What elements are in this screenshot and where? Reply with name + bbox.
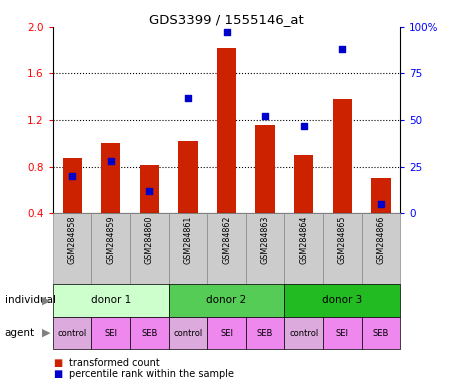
Bar (332, 99, 351, 213)
Bar (168, 317, 207, 349)
Bar (284, 213, 322, 284)
Text: control: control (173, 329, 202, 338)
Bar (168, 284, 284, 317)
Bar (130, 317, 168, 349)
Bar (91, 213, 130, 284)
Text: SEI: SEI (219, 329, 233, 338)
Text: percentile rank within the sample: percentile rank within the sample (69, 369, 234, 379)
Text: SEB: SEB (141, 329, 157, 338)
Bar (284, 284, 399, 317)
Text: GSM284858: GSM284858 (67, 215, 77, 264)
Point (184, 94, 191, 101)
Bar (361, 317, 399, 349)
Text: GSM284865: GSM284865 (337, 215, 346, 264)
Text: GSM284860: GSM284860 (145, 215, 154, 264)
Text: ■: ■ (53, 369, 62, 379)
Text: ▶: ▶ (42, 328, 50, 338)
Text: individual: individual (5, 295, 56, 306)
Bar (207, 213, 245, 284)
Text: GSM284866: GSM284866 (375, 215, 385, 264)
Text: donor 1: donor 1 (90, 295, 131, 306)
Bar (293, 155, 313, 213)
Bar (101, 143, 120, 213)
Text: ■: ■ (53, 358, 62, 368)
Bar (130, 213, 168, 284)
Point (68, 173, 76, 179)
Text: SEI: SEI (104, 329, 117, 338)
Point (107, 158, 114, 164)
Text: SEI: SEI (335, 329, 348, 338)
Point (376, 201, 384, 207)
Bar (140, 166, 159, 213)
Bar (322, 317, 361, 349)
Point (261, 113, 268, 119)
Bar (217, 48, 235, 213)
Text: donor 2: donor 2 (206, 295, 246, 306)
Bar (53, 213, 91, 284)
Point (338, 46, 345, 52)
Bar (91, 317, 130, 349)
Point (299, 122, 307, 129)
Bar (62, 159, 82, 213)
Point (222, 30, 230, 36)
Bar (178, 141, 197, 213)
Bar (245, 317, 284, 349)
Bar (361, 213, 399, 284)
Text: control: control (57, 329, 87, 338)
Text: transformed count: transformed count (69, 358, 159, 368)
Text: SEB: SEB (372, 329, 388, 338)
Title: GDS3399 / 1555146_at: GDS3399 / 1555146_at (149, 13, 303, 26)
Text: agent: agent (5, 328, 34, 338)
Text: GSM284862: GSM284862 (222, 215, 230, 264)
Bar (207, 317, 245, 349)
Text: GSM284859: GSM284859 (106, 215, 115, 264)
Bar (284, 317, 322, 349)
Text: ▶: ▶ (42, 295, 50, 306)
Bar (322, 213, 361, 284)
Bar (53, 317, 91, 349)
Bar (168, 213, 207, 284)
Text: control: control (288, 329, 318, 338)
Bar (53, 284, 168, 317)
Text: SEB: SEB (257, 329, 273, 338)
Text: donor 3: donor 3 (321, 295, 362, 306)
Point (146, 188, 153, 194)
Bar (245, 213, 284, 284)
Text: GSM284863: GSM284863 (260, 215, 269, 264)
Bar (255, 125, 274, 213)
Text: GSM284861: GSM284861 (183, 215, 192, 264)
Bar (370, 178, 390, 213)
Text: GSM284864: GSM284864 (298, 215, 308, 264)
